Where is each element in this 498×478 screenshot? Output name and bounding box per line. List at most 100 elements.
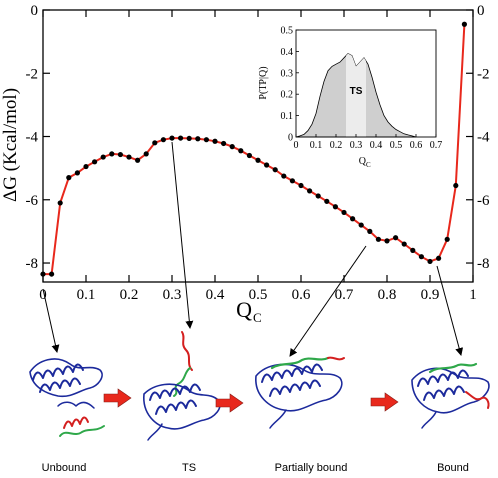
free-energy-point (246, 152, 252, 159)
inset-y-tick-label: 0.5 (281, 26, 294, 37)
free-energy-point (375, 236, 381, 242)
main-x-tick-label: 0.1 (77, 287, 96, 303)
inset-y-tick-label: 0.1 (281, 111, 294, 122)
inset-x-tick-label: 0.7 (430, 140, 443, 151)
transition-path-probability-inset: TS 0 0.1 0.2 0.3 0.4 0.5 0.6 0.7 00.10.20.30.40… (258, 26, 442, 170)
free-energy-point (350, 216, 356, 222)
stage-caption: Bound (437, 462, 469, 474)
free-energy-point (358, 222, 364, 228)
free-energy-point (427, 258, 433, 265)
free-energy-point (221, 140, 227, 147)
inset-x-tick-label: 0 (294, 140, 299, 151)
structure-ts (143, 331, 221, 441)
inset-y-tick-label: 0 (288, 133, 293, 144)
pointer-arrow-partially-bound (289, 245, 367, 357)
stage-caption: Unbound (42, 462, 87, 474)
free-energy-point (272, 167, 278, 173)
inset-x-axis: 0 0.1 0.2 0.3 0.4 0.5 0.6 0.7 (294, 134, 443, 151)
free-energy-point (152, 140, 158, 146)
free-energy-point (178, 135, 184, 141)
inset-y-tick-label: 0.2 (281, 90, 294, 101)
pointer-arrow-bound (436, 265, 464, 356)
stage-caption: TS (182, 462, 196, 474)
main-y-tick-label: -8 (26, 256, 39, 272)
main-x-tick-label: 0.7 (335, 287, 354, 303)
inset-x-label: Q (359, 156, 367, 167)
free-energy-point (289, 178, 295, 184)
free-energy-point (203, 137, 209, 143)
inset-y-axis: 0 0.1 0.2 0.3 0.4 0.5 (281, 26, 299, 144)
free-energy-chart: 0 0.1 0.2 0.3 0.4 0.5 0.6 0.7 0.8 0.9 1 0 0-2 -2-4 -4… (0, 3, 490, 325)
free-energy-point (238, 148, 244, 154)
free-energy-point (92, 159, 98, 165)
free-energy-point (100, 154, 106, 160)
inset-plot-frame (295, 29, 437, 138)
main-y-tick-label-right: -2 (477, 66, 490, 82)
main-x-tick-label: 0.8 (378, 287, 397, 303)
inset-x-label-subscript: C (366, 161, 371, 169)
free-energy-point (367, 228, 373, 234)
free-energy-point (66, 175, 72, 181)
free-energy-point (83, 163, 89, 170)
free-energy-point (264, 162, 270, 168)
free-energy-point (135, 157, 141, 163)
free-energy-point (160, 137, 166, 143)
main-y-axis: 0 0-2 -2-4 -4-6 -6-8 -8 (26, 3, 490, 272)
main-x-tick-label: 0 (39, 287, 47, 303)
free-energy-point (461, 21, 467, 27)
free-energy-point (57, 200, 63, 206)
inset-y-tick-label: 0.4 (281, 47, 294, 58)
free-energy-point (324, 198, 330, 204)
inset-x-tick-label: 0.1 (310, 140, 323, 151)
inset-x-tick-label: 0.5 (390, 140, 403, 151)
free-energy-point (49, 271, 55, 277)
free-energy-point (453, 182, 459, 189)
free-energy-point (195, 136, 201, 142)
free-energy-point (444, 236, 450, 242)
main-x-tick-label: 0.3 (163, 287, 182, 303)
inset-y-label: P(TP|Q) (258, 66, 269, 99)
free-energy-point (315, 193, 321, 199)
stage-pointer-arrows (42, 141, 464, 357)
main-x-tick-label: 0.9 (421, 287, 440, 303)
inset-ts-band (346, 53, 366, 137)
free-energy-points (40, 21, 467, 277)
main-x-tick-label: 0.5 (249, 287, 268, 303)
inset-x-tick-label: 0.4 (370, 140, 383, 151)
main-x-tick-label: 0.2 (120, 287, 139, 303)
transition-arrow-1 (103, 388, 132, 408)
main-y-tick-label: -6 (26, 193, 39, 209)
free-energy-point (186, 135, 192, 142)
free-energy-point (418, 254, 424, 260)
main-x-tick-label: 0.4 (206, 287, 225, 303)
inset-ts-label: TS (350, 86, 363, 97)
free-energy-point (126, 154, 132, 160)
main-x-label: Q (236, 297, 252, 322)
free-energy-point (393, 235, 399, 241)
free-energy-point (307, 188, 313, 194)
free-energy-point (169, 135, 175, 141)
inset-x-tick-label: 0.2 (330, 140, 343, 151)
main-y-tick-label: -4 (26, 130, 39, 146)
pointer-arrow-unbound (42, 288, 60, 353)
free-energy-point (117, 151, 123, 158)
main-y-tick-label-right: -4 (477, 130, 490, 146)
free-energy-point (281, 173, 287, 179)
main-y-tick-label-right: -8 (477, 256, 490, 272)
inset-x-tick-label: 0.6 (410, 140, 423, 151)
free-energy-point (255, 157, 261, 163)
stage-transition-arrows (103, 388, 399, 413)
main-y-tick-label-right: -6 (477, 193, 490, 209)
main-x-tick-label: 1 (469, 287, 477, 303)
transition-arrow-2 (215, 393, 244, 413)
structure-partially-bound (255, 356, 345, 429)
main-x-axis: 0 0.1 0.2 0.3 0.4 0.5 0.6 0.7 0.8 0.9 1 (39, 10, 477, 303)
free-energy-point (410, 247, 416, 253)
free-energy-point (436, 255, 442, 261)
free-energy-point (74, 170, 80, 176)
main-y-tick-label-right: 0 (477, 3, 485, 19)
main-y-label: ΔG (Kcal/mol) (0, 88, 21, 202)
main-y-tick-label: 0 (31, 3, 39, 19)
free-energy-point (401, 241, 407, 247)
